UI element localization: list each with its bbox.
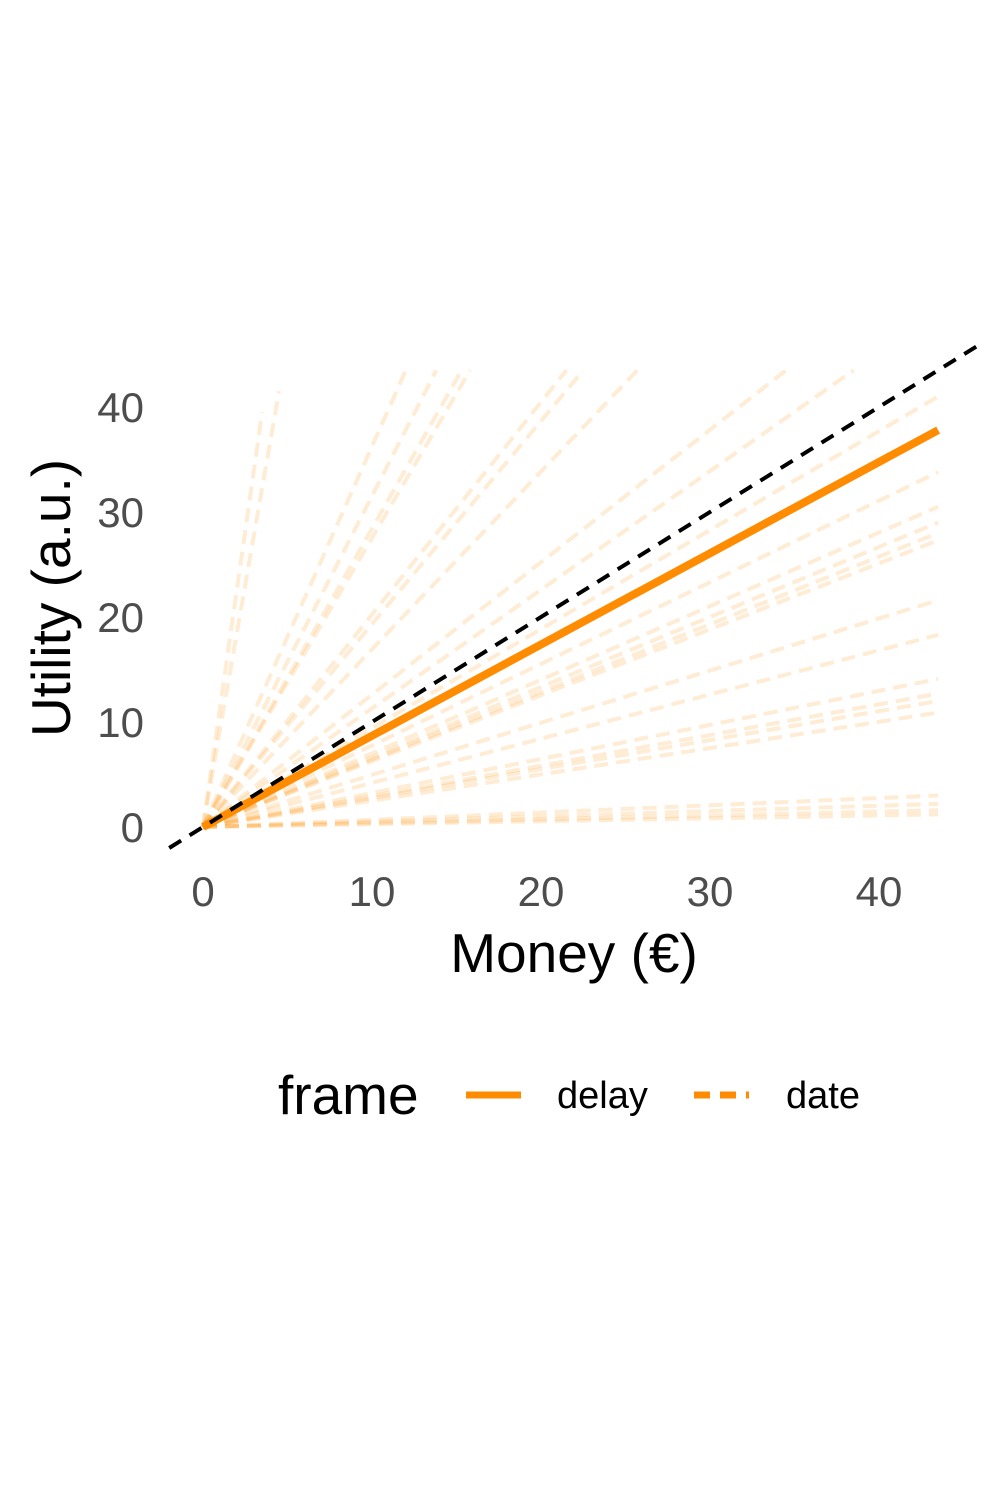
y-tick-label: 30	[97, 489, 144, 536]
y-tick-label: 20	[97, 594, 144, 641]
individual-curve-11	[201, 368, 855, 829]
individual-curve-13	[202, 470, 940, 829]
individual-curve-15	[202, 520, 939, 829]
legend-title: frame	[278, 1064, 419, 1126]
x-tick-label: 0	[191, 868, 214, 915]
y-tick-label: 40	[97, 384, 144, 431]
identity-reference-line	[168, 342, 982, 850]
individual-curve-7	[201, 369, 568, 829]
individual-curve-14	[202, 504, 939, 829]
individual-curve-2	[201, 390, 282, 828]
individual-curve-24	[202, 793, 939, 829]
series-group	[201, 426, 941, 831]
y-axis-title: Utility (a.u.)	[20, 459, 82, 737]
individual-curve-12	[201, 394, 940, 829]
individual-curve-20	[202, 676, 939, 829]
x-tick-label: 10	[349, 868, 396, 915]
x-tick-label: 40	[856, 868, 903, 915]
x-axis-title: Money (€)	[450, 922, 698, 984]
legend: frame delay date	[278, 1064, 860, 1126]
individual-curve-21	[202, 691, 939, 829]
y-tick-label: 0	[121, 804, 144, 851]
individual-curve-26	[202, 808, 939, 829]
individual-curve-1	[201, 411, 265, 828]
y-tick-labels: 0 10 20 30 40	[97, 384, 144, 851]
legend-label-delay: delay	[557, 1075, 648, 1117]
individual-curve-22	[202, 699, 939, 829]
individual-curve-18	[202, 598, 939, 829]
individual-curve-9	[201, 368, 639, 829]
individual-curve-8	[201, 368, 585, 829]
legend-label-date: date	[786, 1075, 860, 1117]
individual-curve-23	[202, 710, 939, 829]
series-line-delay	[201, 426, 941, 831]
individual-curve-10	[201, 368, 788, 829]
x-tick-label: 30	[687, 868, 734, 915]
x-tick-label: 20	[518, 868, 565, 915]
individual-curve-3	[201, 369, 408, 828]
individual-curve-25	[202, 801, 939, 829]
individual-curve-19	[202, 632, 939, 829]
individual-curve-6	[201, 369, 472, 829]
x-tick-labels: 0 10 20 30 40	[191, 868, 902, 915]
y-tick-label: 10	[97, 699, 144, 746]
individual-curve-27	[202, 812, 939, 829]
individual-curve-4	[201, 369, 439, 828]
individual-curves-group	[201, 368, 940, 829]
reference-line-group	[168, 342, 982, 850]
